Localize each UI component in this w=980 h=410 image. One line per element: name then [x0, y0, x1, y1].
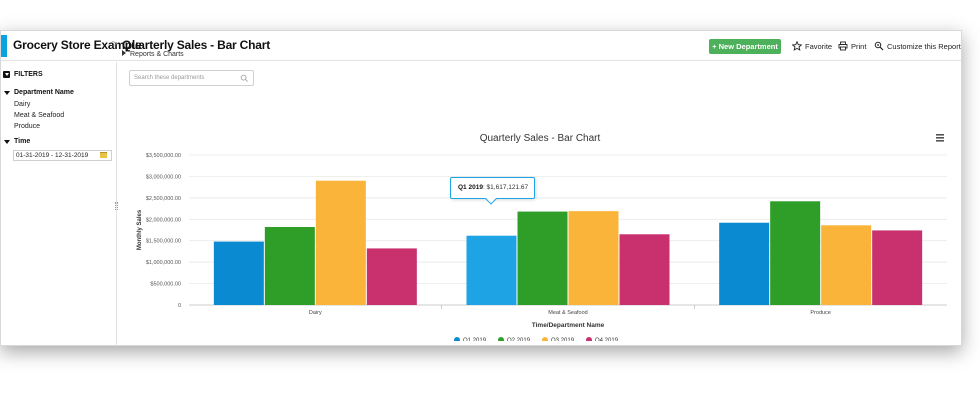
x-tick-label: Dairy: [309, 310, 322, 316]
filter-group-label: Time: [14, 138, 31, 145]
bar: [770, 201, 821, 305]
x-tick-label: Produce: [810, 310, 831, 316]
bar: [517, 211, 568, 305]
legend-swatch: [454, 337, 460, 341]
customize-report-button[interactable]: Customize this Report: [874, 41, 961, 51]
x-axis-label: Time/Department Name: [532, 322, 605, 329]
bar: [619, 234, 670, 305]
legend-label: Q1 2019: [463, 338, 487, 341]
bar: [821, 225, 872, 305]
chart-tooltip: Q1 2019: $1,617,121.67: [450, 177, 535, 199]
menu-icon-line: [936, 140, 944, 142]
y-tick-label: $2,000,000.00: [146, 217, 181, 223]
print-button[interactable]: Print: [838, 41, 866, 51]
legend-label: Q3 2019: [551, 338, 575, 341]
app-window: Grocery Store Example > Quarterly Sales …: [0, 30, 962, 346]
filters-label: FILTERS: [14, 71, 43, 78]
calendar-icon[interactable]: [100, 152, 107, 158]
filter-option-produce[interactable]: Produce: [14, 123, 41, 130]
search-placeholder: Search these departments: [134, 75, 205, 81]
search-input[interactable]: Search these departments: [129, 70, 254, 86]
collapse-icon: [3, 71, 10, 78]
app-title[interactable]: Grocery Store Example: [13, 38, 142, 52]
page-header: Grocery Store Example > Quarterly Sales …: [1, 31, 961, 61]
y-tick-label: $2,500,000.00: [146, 196, 181, 202]
y-tick-label: $500,000.00: [150, 282, 181, 288]
page-title: Quarterly Sales - Bar Chart: [122, 38, 270, 52]
date-range-value: 01-31-2019 - 12-31-2019: [16, 152, 89, 159]
bar: [366, 248, 417, 305]
tooltip-label: Q1 2019: [458, 184, 483, 191]
y-axis-label: Monthly Sales: [137, 209, 143, 250]
chevron-down-icon: [4, 90, 10, 95]
customize-label: Customize this Report: [887, 41, 961, 51]
accent-bar: [1, 35, 7, 57]
printer-icon: [838, 41, 848, 51]
magnify-gear-icon: [874, 41, 884, 51]
breadcrumb[interactable]: Reports & Charts: [122, 50, 184, 58]
search-icon[interactable]: [240, 74, 249, 83]
y-tick-label: $1,500,000.00: [146, 239, 181, 245]
y-tick-label: $3,500,000.00: [146, 153, 181, 159]
star-icon: [792, 41, 802, 51]
chart-title: Quarterly Sales - Bar Chart: [480, 133, 601, 144]
bar: [315, 180, 366, 305]
y-tick-label: $3,000,000.00: [146, 174, 181, 180]
bar: [872, 230, 923, 305]
legend-label: Q2 2019: [507, 338, 531, 341]
filter-option-meat-seafood[interactable]: Meat & Seafood: [14, 112, 65, 119]
legend-swatch: [586, 337, 592, 341]
menu-icon-line: [936, 137, 944, 139]
breadcrumb-label: Reports & Charts: [130, 51, 184, 58]
bar: [719, 222, 770, 305]
legend-swatch: [498, 337, 504, 341]
print-label: Print: [851, 41, 867, 51]
tooltip-value: : $1,617,121.67: [482, 184, 529, 191]
bar: [568, 211, 619, 305]
bar: [466, 235, 517, 305]
menu-icon: [936, 134, 944, 136]
bar: [264, 227, 315, 305]
caret-right-icon: [122, 50, 126, 56]
filter-group-department[interactable]: Department Name: [4, 89, 74, 96]
filter-option-dairy[interactable]: Dairy: [14, 101, 31, 108]
filter-group-label: Department Name: [14, 89, 74, 96]
date-range-field[interactable]: 01-31-2019 - 12-31-2019: [13, 150, 112, 161]
new-department-button[interactable]: + New Department: [709, 39, 781, 54]
favorite-label: Favorite: [805, 41, 833, 51]
favorite-button[interactable]: Favorite: [792, 41, 832, 51]
y-tick-label: $1,000,000.00: [146, 260, 181, 266]
chevron-down-icon: [4, 139, 10, 144]
filters-header[interactable]: FILTERS: [3, 71, 43, 78]
bar: [213, 241, 264, 305]
legend-swatch: [542, 337, 548, 341]
legend-label: Q4 2019: [595, 338, 619, 341]
filters-sidebar: FILTERS Department Name Dairy Meat & Sea…: [1, 62, 118, 346]
breadcrumb-separator: >: [112, 39, 118, 50]
sidebar-resize-handle[interactable]: [115, 202, 118, 210]
y-tick-label: 0: [178, 303, 181, 309]
x-tick-label: Meat & Seafood: [548, 310, 587, 316]
filter-group-time[interactable]: Time: [4, 138, 30, 145]
bar-chart: Quarterly Sales - Bar Chart 0 $500,000.00 $…: [137, 133, 947, 341]
